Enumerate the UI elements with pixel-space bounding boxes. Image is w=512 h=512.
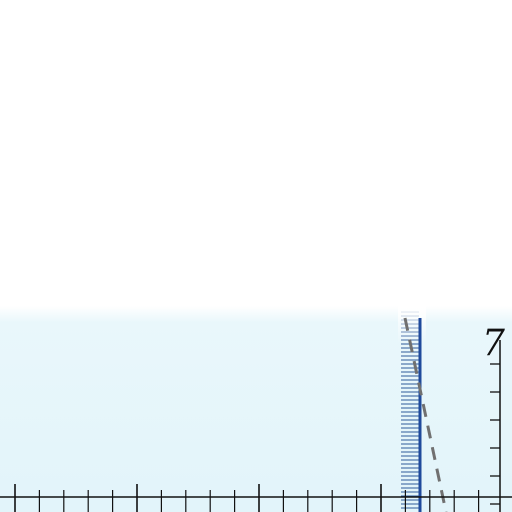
corner-label: 7 xyxy=(482,323,505,364)
shaded-band xyxy=(0,306,512,512)
horizontal-axis-ticks xyxy=(14,484,480,512)
hatched-strip-fade xyxy=(398,306,426,512)
dashed-line xyxy=(403,317,448,512)
vertical-axis-ticks xyxy=(490,363,500,505)
